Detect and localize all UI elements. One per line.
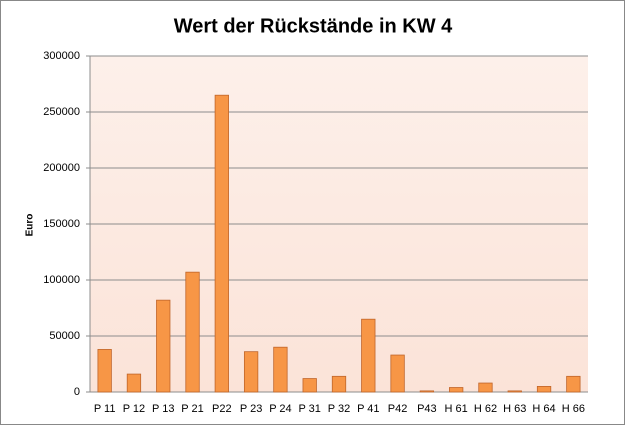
bar [478,382,493,393]
x-tick-label: P 24 [269,403,291,415]
y-tick-label: 200000 [43,162,80,174]
x-tick-label: P43 [417,403,437,415]
bar [243,351,259,393]
x-tick-label: H 61 [445,403,468,415]
y-tick-label: 300000 [43,50,80,62]
bar [156,299,171,393]
bar [185,271,200,393]
y-tick-label: 150000 [43,218,80,230]
x-tick-label: P 31 [298,403,320,415]
x-tick-label: P22 [212,403,232,415]
bar [419,390,435,393]
y-tick-label: 50000 [49,330,80,342]
x-tick-label: H 66 [562,403,585,415]
x-tick-label: P 12 [123,403,145,415]
y-axis-title: Euro [25,214,36,237]
bar [566,375,581,393]
bar [536,385,552,393]
bar [390,354,405,393]
bar [126,373,142,393]
x-tick-label: P 23 [240,403,262,415]
bar [273,346,288,393]
x-tick-label: H 64 [532,403,555,415]
bar [331,375,347,393]
chart-title: Wert der Rückstände in KW 4 [174,15,453,37]
bar [302,378,317,393]
bar [97,349,112,393]
y-tick-label: 0 [74,386,80,398]
y-tick-label: 250000 [43,106,80,118]
bar [361,318,376,393]
y-tick-label: 100000 [43,274,80,286]
x-tick-label: H 63 [503,403,526,415]
x-tick-label: P 21 [181,403,203,415]
x-tick-label: P42 [388,403,408,415]
bar [214,94,229,393]
x-tick-label: P 11 [94,403,116,415]
bar [507,390,522,393]
x-tick-label: P 41 [357,403,379,415]
x-tick-label: P 13 [152,403,174,415]
x-tick-label: H 62 [474,403,497,415]
x-tick-label: P 32 [328,403,350,415]
bar [449,387,464,393]
